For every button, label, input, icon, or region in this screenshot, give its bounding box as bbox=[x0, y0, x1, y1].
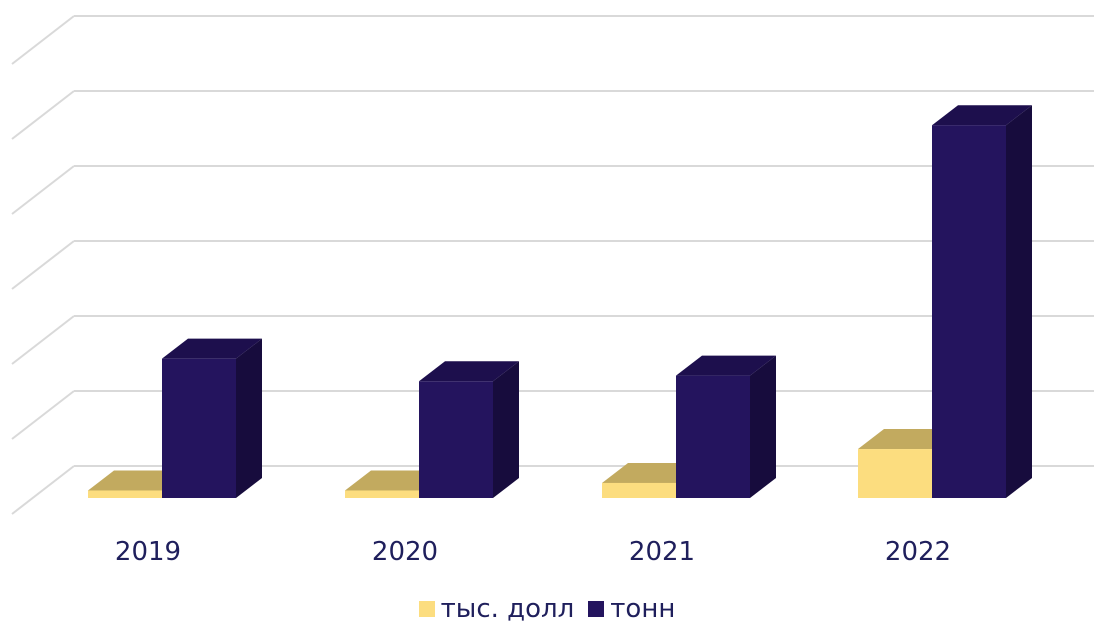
gridline-depth bbox=[11, 390, 75, 440]
bar-chart: 2019 2020 2021 2022 bbox=[11, 15, 1094, 567]
gridline-depth bbox=[11, 90, 75, 140]
bar-series-2-2020 bbox=[419, 361, 519, 498]
legend-item-series-1: тыс. долл bbox=[418, 594, 575, 624]
bar-series-2-2019 bbox=[162, 338, 262, 498]
legend-item-series-2: тонн bbox=[588, 594, 675, 624]
gridline-depth bbox=[11, 165, 75, 215]
x-tick-label: 2020 bbox=[372, 537, 438, 567]
x-tick-label: 2021 bbox=[629, 537, 695, 567]
legend: тыс. долл тонн bbox=[0, 594, 1094, 624]
bar-series-2-2021 bbox=[676, 355, 776, 498]
legend-swatch-series-2 bbox=[588, 601, 605, 617]
bars bbox=[88, 105, 1032, 498]
x-axis-labels: 2019 2020 2021 2022 bbox=[115, 537, 951, 567]
legend-label-series-1: тыс. долл bbox=[440, 594, 575, 624]
gridline-depth bbox=[11, 240, 75, 290]
bar-series-2-2022 bbox=[932, 105, 1032, 498]
legend-label-series-2: тонн bbox=[610, 594, 676, 624]
gridline-depth bbox=[11, 465, 75, 515]
x-tick-label: 2022 bbox=[885, 537, 951, 567]
gridline-depth bbox=[11, 15, 75, 65]
gridline-depth bbox=[11, 315, 75, 365]
legend-swatch-series-1 bbox=[418, 601, 435, 617]
x-tick-label: 2019 bbox=[115, 537, 181, 567]
